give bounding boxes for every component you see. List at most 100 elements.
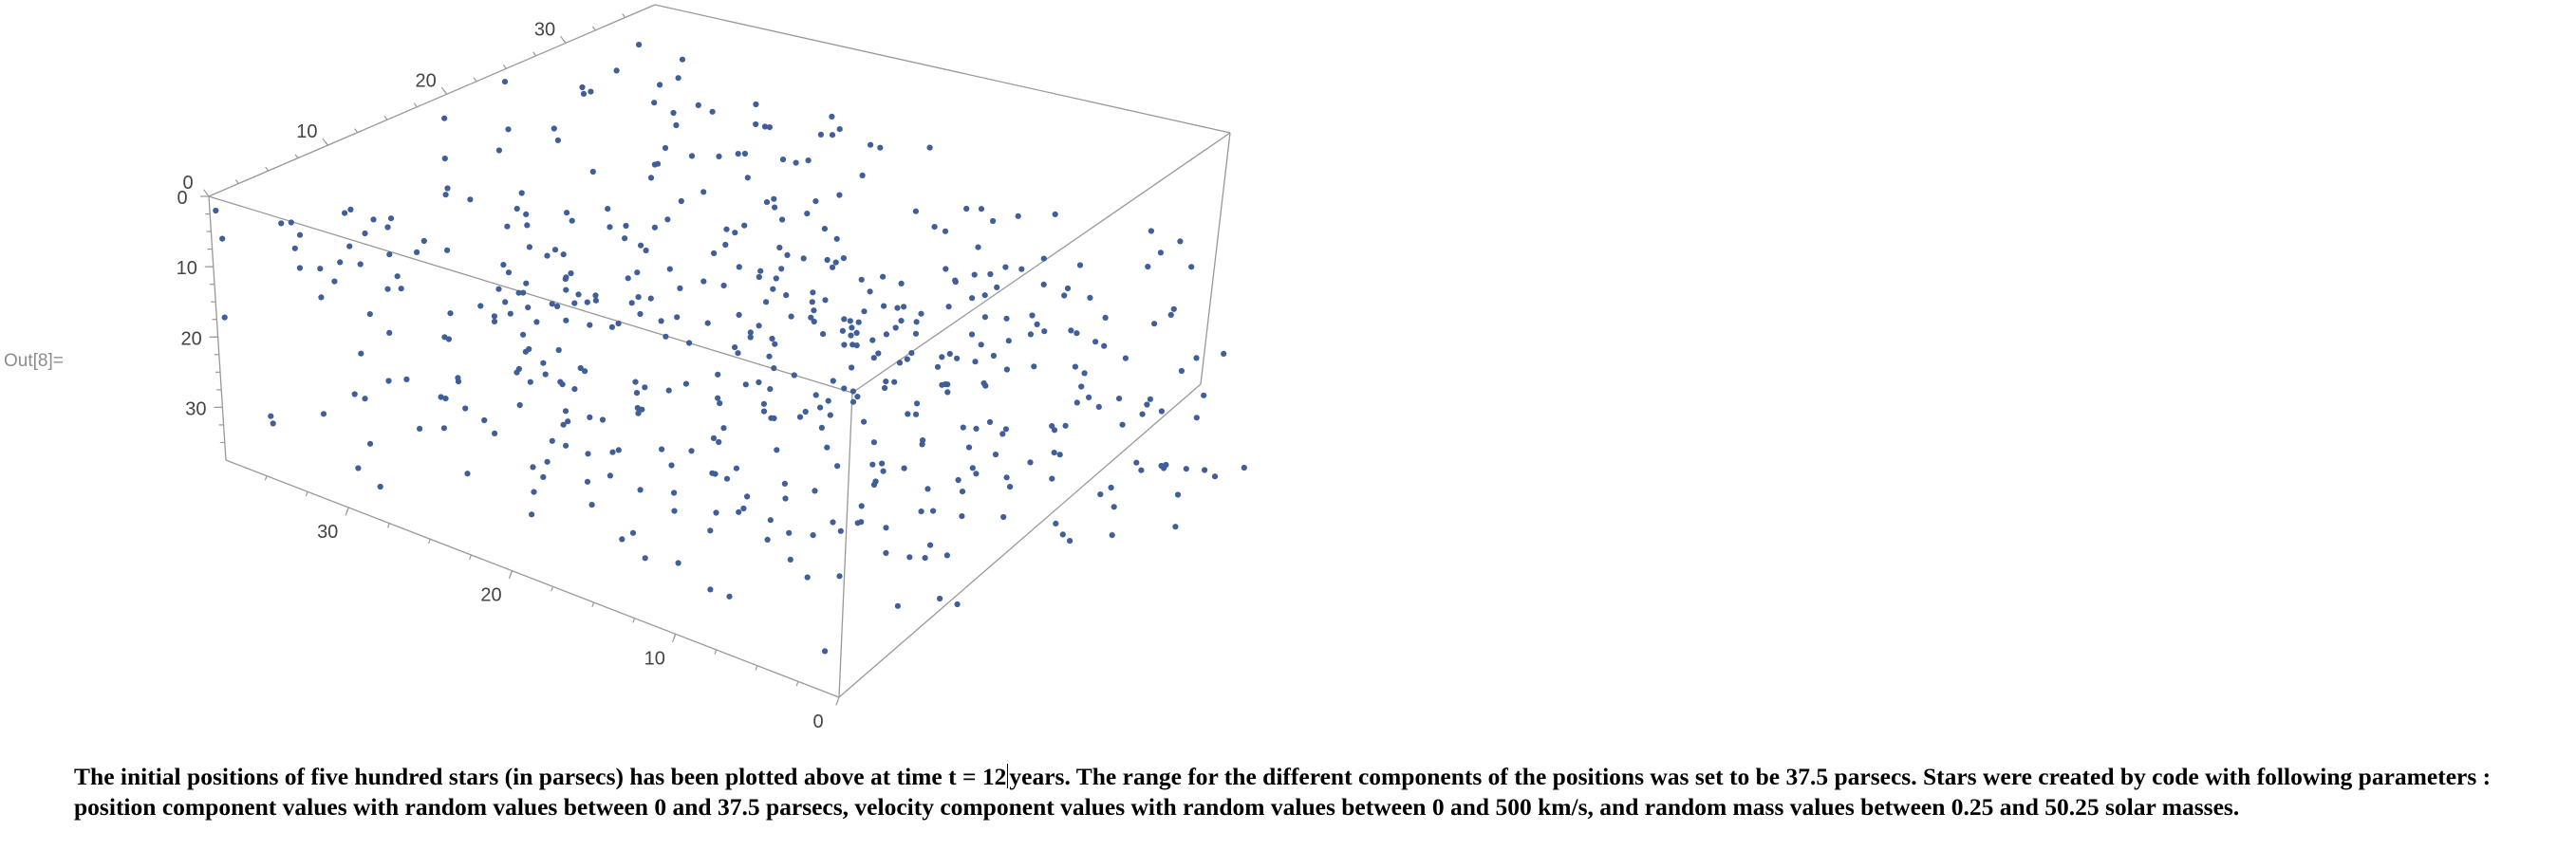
tick-mark-minor [386, 523, 390, 528]
star-point [351, 391, 358, 397]
star-point [524, 222, 531, 229]
star-point [987, 270, 994, 278]
star-point [771, 365, 777, 372]
star-point [849, 324, 855, 331]
star-point [565, 418, 571, 425]
star-point [1139, 411, 1146, 417]
star-point [464, 471, 471, 477]
star-point [628, 300, 635, 306]
star-point [808, 314, 814, 321]
star-point [659, 446, 665, 453]
star-point [709, 470, 716, 476]
star-point [1081, 370, 1088, 377]
star-point [666, 266, 673, 272]
star-point [839, 327, 847, 334]
star-point [766, 124, 774, 131]
star-point [270, 420, 276, 427]
star-point [564, 210, 570, 216]
star-point [613, 67, 620, 74]
axis-tick-labels: 0 10 20 30 0 10 20 30 30 20 10 0 [177, 19, 824, 732]
star-point [686, 340, 693, 346]
box-edge [225, 459, 840, 698]
star-point [1051, 427, 1058, 434]
star-point [637, 310, 644, 318]
star-point [635, 410, 642, 416]
star-point [861, 418, 868, 425]
star-point [584, 478, 591, 485]
star-point [1059, 531, 1066, 538]
star-point [973, 425, 980, 432]
star-point [912, 208, 920, 214]
caption-line-1-end: years. The range for the different compo… [1009, 763, 2492, 790]
star-point [779, 157, 787, 163]
star-point [291, 245, 298, 251]
star-point [664, 216, 671, 223]
star-point [377, 483, 383, 490]
tick-label: 20 [416, 70, 437, 91]
tick-mark-minor [265, 166, 270, 172]
box-edge [654, 4, 1231, 134]
star-point [788, 313, 794, 320]
star-point [837, 527, 844, 534]
star-point [1193, 415, 1200, 421]
star-point [720, 282, 727, 289]
star-point [772, 341, 778, 347]
scatter-3d-plot[interactable]: 0 10 20 30 0 10 20 30 30 20 10 0 [0, 0, 1253, 749]
star-point [366, 440, 374, 447]
star-point [939, 354, 945, 360]
star-point [741, 150, 749, 157]
star-point [733, 465, 740, 471]
star-point [1002, 426, 1009, 433]
star-point [766, 353, 773, 360]
star-point [883, 379, 889, 385]
star-point [959, 489, 966, 495]
star-point [1064, 285, 1072, 292]
star-point [1111, 504, 1117, 510]
star-point [760, 400, 768, 407]
star-point [540, 360, 547, 366]
star-point [784, 251, 791, 258]
star-point [927, 542, 934, 548]
star-point [954, 355, 961, 361]
star-point [1040, 255, 1047, 262]
star-point [922, 555, 928, 562]
star-point [841, 342, 848, 348]
star-point [1027, 459, 1034, 466]
star-point [1193, 355, 1200, 361]
star-point [713, 509, 719, 516]
star-point [357, 261, 364, 268]
text-cursor [1007, 764, 1009, 788]
star-point [585, 451, 591, 457]
star-point [278, 220, 285, 227]
star-point [804, 574, 811, 581]
star-point [954, 601, 961, 608]
star-point [877, 144, 884, 151]
star-point [969, 295, 976, 302]
star-point [609, 449, 616, 455]
star-point [642, 555, 648, 562]
star-point [530, 464, 536, 471]
box-edge [838, 392, 853, 698]
star-point [642, 384, 648, 391]
star-point [901, 465, 907, 471]
star-point [665, 387, 672, 394]
star-point [782, 495, 789, 502]
star-point [1144, 401, 1150, 408]
output-label: Out[8]= [4, 351, 64, 371]
star-point [716, 438, 722, 446]
star-point [883, 525, 889, 531]
star-point [355, 465, 362, 471]
star-point [607, 472, 614, 479]
star-point [833, 235, 840, 242]
star-point [986, 418, 994, 425]
star-point [787, 556, 793, 564]
star-point [981, 314, 988, 321]
star-point [809, 299, 815, 305]
star-point [1241, 464, 1247, 471]
star-point [978, 206, 985, 212]
star-point [913, 411, 920, 417]
star-point [756, 273, 762, 281]
star-point [663, 333, 669, 340]
star-point [560, 251, 567, 258]
star-point [331, 278, 338, 285]
